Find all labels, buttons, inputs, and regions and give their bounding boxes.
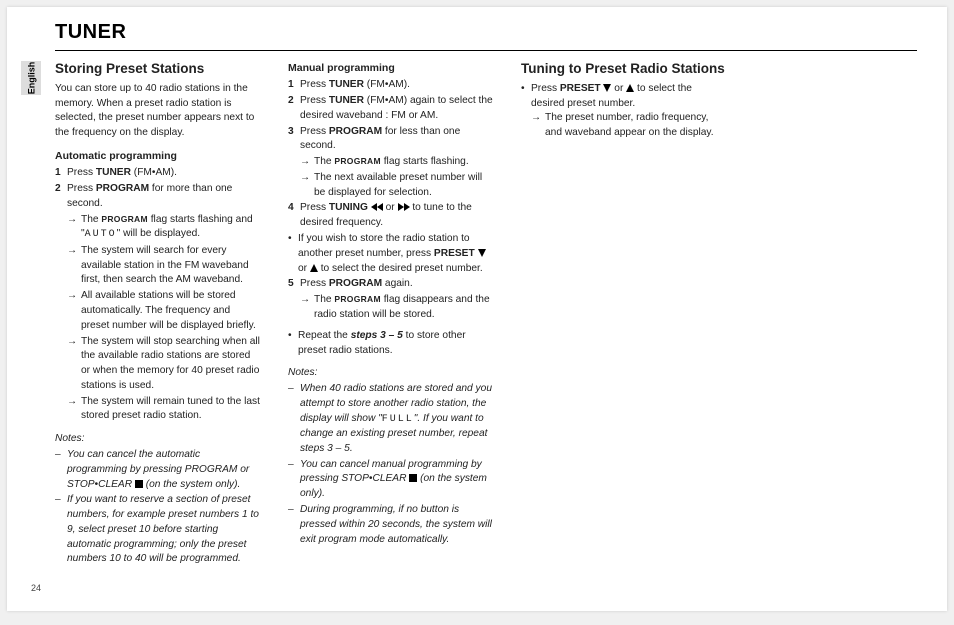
list-item: The PROGRAM flag starts flashing. <box>300 155 493 170</box>
step-number: 1 <box>55 166 67 181</box>
rewind-icon <box>371 203 383 211</box>
list-item: You can cancel manual programming by pre… <box>288 458 493 502</box>
column-1: Storing Preset Stations You can store up… <box>55 61 260 568</box>
notes-label: Notes: <box>55 432 260 447</box>
list-item: 2 Press PROGRAM for more than one second… <box>55 182 260 212</box>
tuning-result: The preset number, radio frequency, and … <box>531 111 726 141</box>
list-item: The next available preset number will be… <box>300 171 493 201</box>
list-item: 2Press TUNER (FM•AM) again to select the… <box>288 94 493 124</box>
list-item: The PROGRAM flag disappears and the radi… <box>300 293 493 323</box>
list-item: During programming, if no button is pres… <box>288 503 493 547</box>
notes-label: Notes: <box>288 366 493 381</box>
auto-results: The PROGRAM flag starts flashing and "AU… <box>67 213 260 425</box>
step-text: Press PROGRAM for more than one second. <box>67 182 260 212</box>
storing-heading: Storing Preset Stations <box>55 61 260 78</box>
manual-steps-1: 1Press TUNER (FM•AM). 2Press TUNER (FM•A… <box>288 78 493 154</box>
manual-prog-heading: Manual programming <box>288 61 493 76</box>
auto-prog-heading: Automatic programming <box>55 149 260 164</box>
down-triangle-icon <box>478 249 486 257</box>
manual-steps-2: 4Press TUNING or to tune to the desired … <box>288 201 493 231</box>
step-text: Press TUNER (FM•AM). <box>67 166 260 181</box>
column-3: Tuning to Preset Radio Stations Press PR… <box>521 61 726 568</box>
list-item: The system will remain tuned to the last… <box>67 395 260 425</box>
auto-steps: 1 Press TUNER (FM•AM). 2 Press PROGRAM f… <box>55 166 260 211</box>
tuning-bullet: Press PRESET or to select the desired pr… <box>521 82 726 141</box>
page-number: 24 <box>31 583 41 593</box>
list-item: The preset number, radio frequency, and … <box>531 111 726 141</box>
storing-intro: You can store up to 40 radio stations in… <box>55 82 260 141</box>
language-label: English <box>26 62 36 95</box>
list-item: All available stations will be stored au… <box>67 289 260 333</box>
list-item: You can cancel the automatic programming… <box>55 448 260 492</box>
manual-page: English 24 TUNER Storing Preset Stations… <box>7 7 947 611</box>
list-item: 1 Press TUNER (FM•AM). <box>55 166 260 181</box>
column-2: Manual programming 1Press TUNER (FM•AM).… <box>288 61 493 568</box>
manual-bullet: If you wish to store the radio station t… <box>288 232 493 276</box>
language-tab: English <box>21 61 41 95</box>
page-title: TUNER <box>55 21 917 44</box>
up-triangle-icon <box>310 264 318 272</box>
list-item: 4Press TUNING or to tune to the desired … <box>288 201 493 231</box>
list-item: When 40 radio stations are stored and yo… <box>288 382 493 457</box>
list-item: The system will search for every availab… <box>67 244 260 288</box>
title-rule <box>55 50 917 51</box>
step-number: 2 <box>55 182 67 212</box>
tuning-heading: Tuning to Preset Radio Stations <box>521 61 726 78</box>
manual-notes: When 40 radio stations are stored and yo… <box>288 382 493 547</box>
manual-step3-results: The PROGRAM flag starts flashing. The ne… <box>300 155 493 200</box>
list-item: Press PRESET or to select the desired pr… <box>521 82 726 141</box>
forward-icon <box>398 203 410 211</box>
up-triangle-icon <box>626 84 634 92</box>
list-item: If you want to reserve a section of pres… <box>55 493 260 567</box>
auto-notes: You can cancel the automatic programming… <box>55 448 260 567</box>
list-item: If you wish to store the radio station t… <box>288 232 493 276</box>
list-item: 3Press PROGRAM for less than one second. <box>288 125 493 155</box>
stop-icon <box>135 480 143 488</box>
list-item: 1Press TUNER (FM•AM). <box>288 78 493 93</box>
content-columns: Storing Preset Stations You can store up… <box>55 61 917 568</box>
list-item: The PROGRAM flag starts flashing and "AU… <box>67 213 260 243</box>
list-item: 5Press PROGRAM again. <box>288 277 493 292</box>
list-item: The system will stop searching when all … <box>67 335 260 394</box>
manual-steps-3: 5Press PROGRAM again. <box>288 277 493 292</box>
list-item: Repeat the steps 3 – 5 to store other pr… <box>288 329 493 359</box>
manual-step5-results: The PROGRAM flag disappears and the radi… <box>300 293 493 323</box>
manual-repeat: Repeat the steps 3 – 5 to store other pr… <box>288 329 493 359</box>
